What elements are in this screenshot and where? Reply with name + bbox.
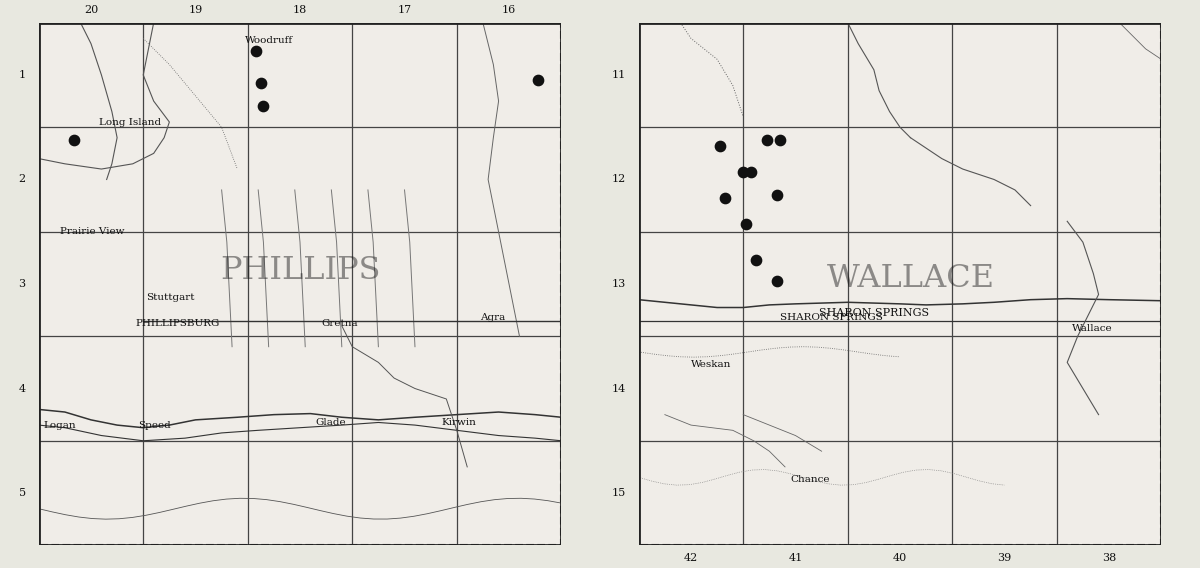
Text: Weskan: Weskan <box>691 361 731 370</box>
Text: PHILLIPSBURG: PHILLIPSBURG <box>136 319 220 328</box>
Text: Long Island: Long Island <box>98 118 161 127</box>
Point <box>710 141 730 150</box>
Text: 4: 4 <box>18 383 25 394</box>
Point <box>768 277 787 286</box>
Text: 5: 5 <box>18 488 25 498</box>
Text: SHARON SPRINGS: SHARON SPRINGS <box>780 314 883 323</box>
Text: Stuttgart: Stuttgart <box>146 293 194 302</box>
Point <box>528 76 547 85</box>
Text: 20: 20 <box>84 5 98 15</box>
Text: Gretna: Gretna <box>320 319 358 328</box>
Text: 41: 41 <box>788 553 803 563</box>
Text: 1: 1 <box>18 70 25 80</box>
Text: 39: 39 <box>997 553 1012 563</box>
Text: 19: 19 <box>188 5 203 15</box>
Point <box>746 256 766 265</box>
Point <box>742 167 761 176</box>
Text: 12: 12 <box>612 174 625 185</box>
Point <box>251 78 270 87</box>
Point <box>246 47 265 56</box>
Text: 2: 2 <box>18 174 25 185</box>
Point <box>737 219 756 228</box>
Text: 3: 3 <box>18 279 25 289</box>
Point <box>757 136 776 145</box>
Text: WALLACE: WALLACE <box>827 264 995 294</box>
Text: Kirwin: Kirwin <box>442 418 476 427</box>
Text: 16: 16 <box>502 5 516 15</box>
Text: 17: 17 <box>397 5 412 15</box>
Text: 13: 13 <box>612 279 625 289</box>
Text: Logan: Logan <box>44 420 77 429</box>
Point <box>733 167 752 176</box>
Point <box>715 193 734 202</box>
Text: 14: 14 <box>612 383 625 394</box>
Text: Glade: Glade <box>316 418 347 427</box>
Text: Agra: Agra <box>480 314 505 323</box>
Text: 38: 38 <box>1102 553 1116 563</box>
Text: 15: 15 <box>612 488 625 498</box>
Text: Woodruff: Woodruff <box>245 36 293 45</box>
Point <box>254 102 274 111</box>
Point <box>65 136 84 145</box>
Point <box>768 191 787 200</box>
Text: 11: 11 <box>612 70 625 80</box>
Text: 42: 42 <box>684 553 698 563</box>
Text: Prairie View: Prairie View <box>60 227 124 236</box>
Text: PHILLIPS: PHILLIPS <box>220 256 380 286</box>
Text: SHARON SPRINGS: SHARON SPRINGS <box>818 308 929 318</box>
Point <box>770 136 790 145</box>
Text: Chance: Chance <box>791 475 829 485</box>
Text: 40: 40 <box>893 553 907 563</box>
Text: 18: 18 <box>293 5 307 15</box>
Text: Wallace: Wallace <box>1073 324 1114 333</box>
Text: Speed: Speed <box>138 420 170 429</box>
